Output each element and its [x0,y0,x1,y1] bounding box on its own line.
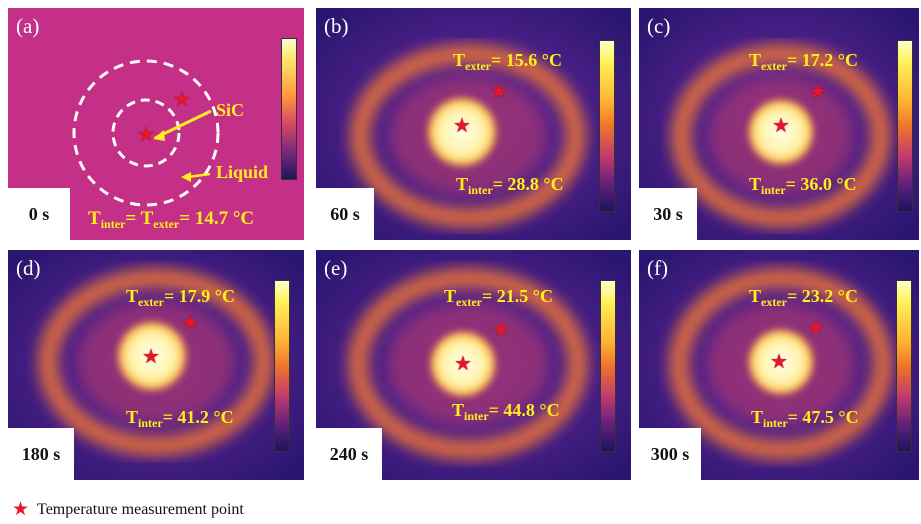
measurement-point-inter: ★ [453,115,471,137]
temp-exter: Texter= 15.6 °C [453,50,562,73]
measurement-point-exter: ★ [809,81,827,103]
panel-label: (e) [324,256,348,280]
temp-exter: Texter= 21.5 °C [444,286,553,309]
time-box: 240 s [316,428,382,480]
temp-exter: Texter= 17.9 °C [126,286,235,309]
measurement-point-exter: ★ [807,317,825,339]
time-box: 300 s [639,428,701,480]
panel-b: (b) Texter= 15.6 °C Tinter= 28.8 °C ★ ★ … [316,8,631,240]
ring-outline [72,59,220,207]
measurement-point-exter: ★ [490,81,508,103]
colorbar [896,280,912,452]
panel-a: (a) ★ ★ SiC Liquid 0 s Tinter= Texter= 1… [8,8,304,240]
temp-exter: Texter= 17.2 °C [749,50,858,73]
temp-inter: Tinter= 44.8 °C [452,400,560,423]
time-box: 0 s [8,188,70,240]
time-label: 0 s [28,203,50,224]
panel-label: (f) [647,256,668,280]
panel-label: (a) [16,14,40,38]
panel-d: (d) Texter= 17.9 °C Tinter= 41.2 °C ★ ★ … [8,250,304,480]
temp-inter: Tinter= 41.2 °C [126,407,234,430]
panel-e: (e) Texter= 21.5 °C Tinter= 44.8 °C ★ ★ … [316,250,631,480]
measurement-point-inter: ★ [142,346,160,368]
measurement-point-inter: ★ [770,351,788,373]
temp-inter: Tinter= 36.0 °C [749,174,857,197]
measurement-point-exter: ★ [492,319,510,341]
colorbar [599,40,615,212]
temp-exter: Texter= 23.2 °C [749,286,858,309]
time-label: 240 s [329,443,369,464]
colorbar [274,280,290,452]
star-icon: ★ [12,499,30,520]
time-label: 300 s [650,443,690,464]
time-label: 30 s [653,203,683,224]
panel-label: (c) [647,14,671,38]
time-box: 30 s [639,188,697,240]
liquid-label: Liquid [216,162,269,182]
panel-f: (f) Texter= 23.2 °C Tinter= 47.5 °C ★ ★ … [639,250,919,480]
colorbar [281,38,297,180]
time-label: 180 s [21,443,61,464]
measurement-point-inter: ★ [772,115,790,137]
panel-label: (b) [324,14,349,38]
panel-c: (c) Texter= 17.2 °C Tinter= 36.0 °C ★ ★ … [639,8,919,240]
time-box: 180 s [8,428,74,480]
measurement-point-inter: ★ [454,353,472,375]
colorbar [600,280,616,452]
time-box: 60 s [316,188,374,240]
measurement-point-inter: ★ [137,124,155,146]
measurement-point-exter: ★ [181,312,199,334]
legend-text: Temperature measurement point [37,500,244,518]
legend: ★ Temperature measurement point [12,498,244,521]
temp-inter: Tinter= 47.5 °C [751,407,859,430]
temp-combined: Tinter= Texter= 14.7 °C [88,208,255,231]
temp-inter: Tinter= 28.8 °C [456,174,564,197]
measurement-point-exter: ★ [173,89,191,111]
panel-label: (d) [16,256,41,280]
time-label: 60 s [330,203,360,224]
colorbar [897,40,913,212]
sic-label: SiC [216,100,245,120]
